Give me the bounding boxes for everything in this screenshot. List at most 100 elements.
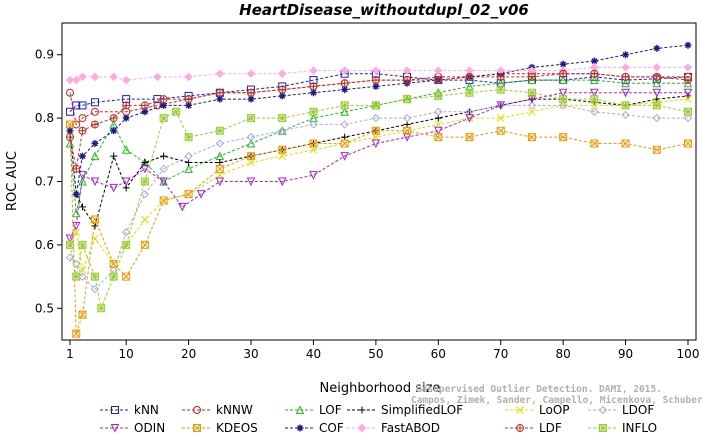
data-point — [247, 95, 255, 103]
data-point — [278, 85, 287, 94]
data-point — [434, 91, 443, 100]
data-point — [598, 405, 608, 415]
data-point — [683, 63, 693, 72]
data-point — [684, 76, 693, 85]
data-point — [193, 406, 201, 414]
data-point — [652, 72, 661, 81]
data-point — [434, 107, 443, 116]
data-point — [109, 72, 118, 82]
data-point — [590, 101, 599, 110]
data-point — [621, 139, 630, 148]
data-point — [371, 113, 381, 123]
data-point — [90, 98, 99, 107]
series-ldf — [66, 69, 693, 173]
data-point — [622, 51, 630, 59]
legend-label: LoOP — [539, 403, 570, 417]
data-point — [340, 120, 349, 129]
legend-item-loop: LoOP — [505, 403, 570, 417]
data-point — [590, 88, 599, 98]
data-point — [684, 95, 692, 103]
data-point — [341, 86, 349, 94]
legend-item-cof: COF — [285, 421, 344, 434]
data-point — [357, 423, 367, 433]
data-point — [590, 69, 599, 78]
legend-item-ldof: LDOF — [588, 403, 654, 417]
data-point — [684, 41, 692, 49]
data-point — [296, 424, 304, 432]
data-point — [590, 107, 599, 116]
data-point — [122, 272, 131, 281]
data-point — [110, 127, 118, 135]
data-point — [558, 75, 568, 85]
data-point — [528, 107, 536, 116]
legend-label: LOF — [319, 403, 342, 417]
data-point — [66, 120, 74, 129]
data-point — [215, 126, 224, 135]
data-point — [340, 107, 349, 116]
data-point — [159, 114, 168, 123]
data-point — [215, 69, 225, 78]
data-point — [159, 164, 168, 174]
x-tick-label: 100 — [677, 347, 700, 361]
data-point — [78, 310, 87, 319]
data-point — [66, 133, 75, 142]
y-tick-label: 0.9 — [35, 48, 54, 62]
data-point — [340, 66, 349, 75]
data-point — [246, 69, 256, 78]
series-line — [69, 79, 688, 214]
data-point — [652, 63, 661, 72]
data-point — [184, 151, 193, 161]
series-line — [69, 104, 688, 291]
data-point — [465, 114, 474, 123]
watermark-line-2: Campos, Zimek, Sander, Campello, Micenko… — [411, 395, 702, 406]
data-point — [72, 164, 81, 173]
data-point — [90, 72, 100, 82]
data-point — [403, 95, 412, 104]
data-point — [160, 101, 168, 109]
legend-item-kdeos: KDEOS — [182, 421, 258, 434]
data-point — [295, 405, 305, 414]
data-point — [371, 101, 380, 110]
data-point — [141, 108, 149, 116]
data-point — [140, 164, 150, 174]
data-point — [371, 66, 381, 75]
data-point — [215, 177, 225, 187]
legend-item-ldf: LDF — [505, 421, 562, 434]
data-point — [141, 158, 149, 166]
data-point — [309, 120, 318, 129]
x-tick-label: 1 — [66, 347, 74, 361]
data-point — [90, 107, 99, 116]
data-point — [178, 202, 187, 212]
data-point — [184, 133, 193, 142]
data-point — [78, 240, 87, 249]
data-point — [403, 76, 412, 85]
data-point — [683, 88, 693, 98]
data-point — [340, 139, 349, 148]
data-point — [309, 171, 318, 180]
legend-label: COF — [319, 421, 344, 434]
data-point — [184, 95, 193, 104]
data-point — [599, 424, 607, 432]
data-point — [78, 176, 87, 186]
data-point — [683, 113, 693, 123]
data-point — [184, 164, 193, 173]
legend-item-simplifiedlof: SimplifiedLOF — [347, 403, 463, 417]
data-point — [277, 177, 287, 187]
x-tick-label: 90 — [618, 347, 633, 361]
x-tick-label: 60 — [431, 347, 446, 361]
x-tick-label: 10 — [119, 347, 134, 361]
series-inflo — [66, 85, 692, 313]
data-point — [402, 113, 412, 123]
data-point — [78, 101, 87, 110]
data-point — [309, 66, 318, 75]
data-point — [465, 88, 474, 97]
watermark-line-1: Unsupervised Outlier Detection. DAMI, 20… — [416, 384, 662, 395]
data-point — [193, 424, 201, 432]
data-point — [122, 114, 130, 122]
data-point — [434, 76, 443, 85]
data-point — [403, 126, 412, 135]
data-point — [621, 78, 630, 88]
data-point — [621, 88, 630, 98]
series-line — [69, 95, 689, 228]
data-point — [496, 72, 505, 81]
